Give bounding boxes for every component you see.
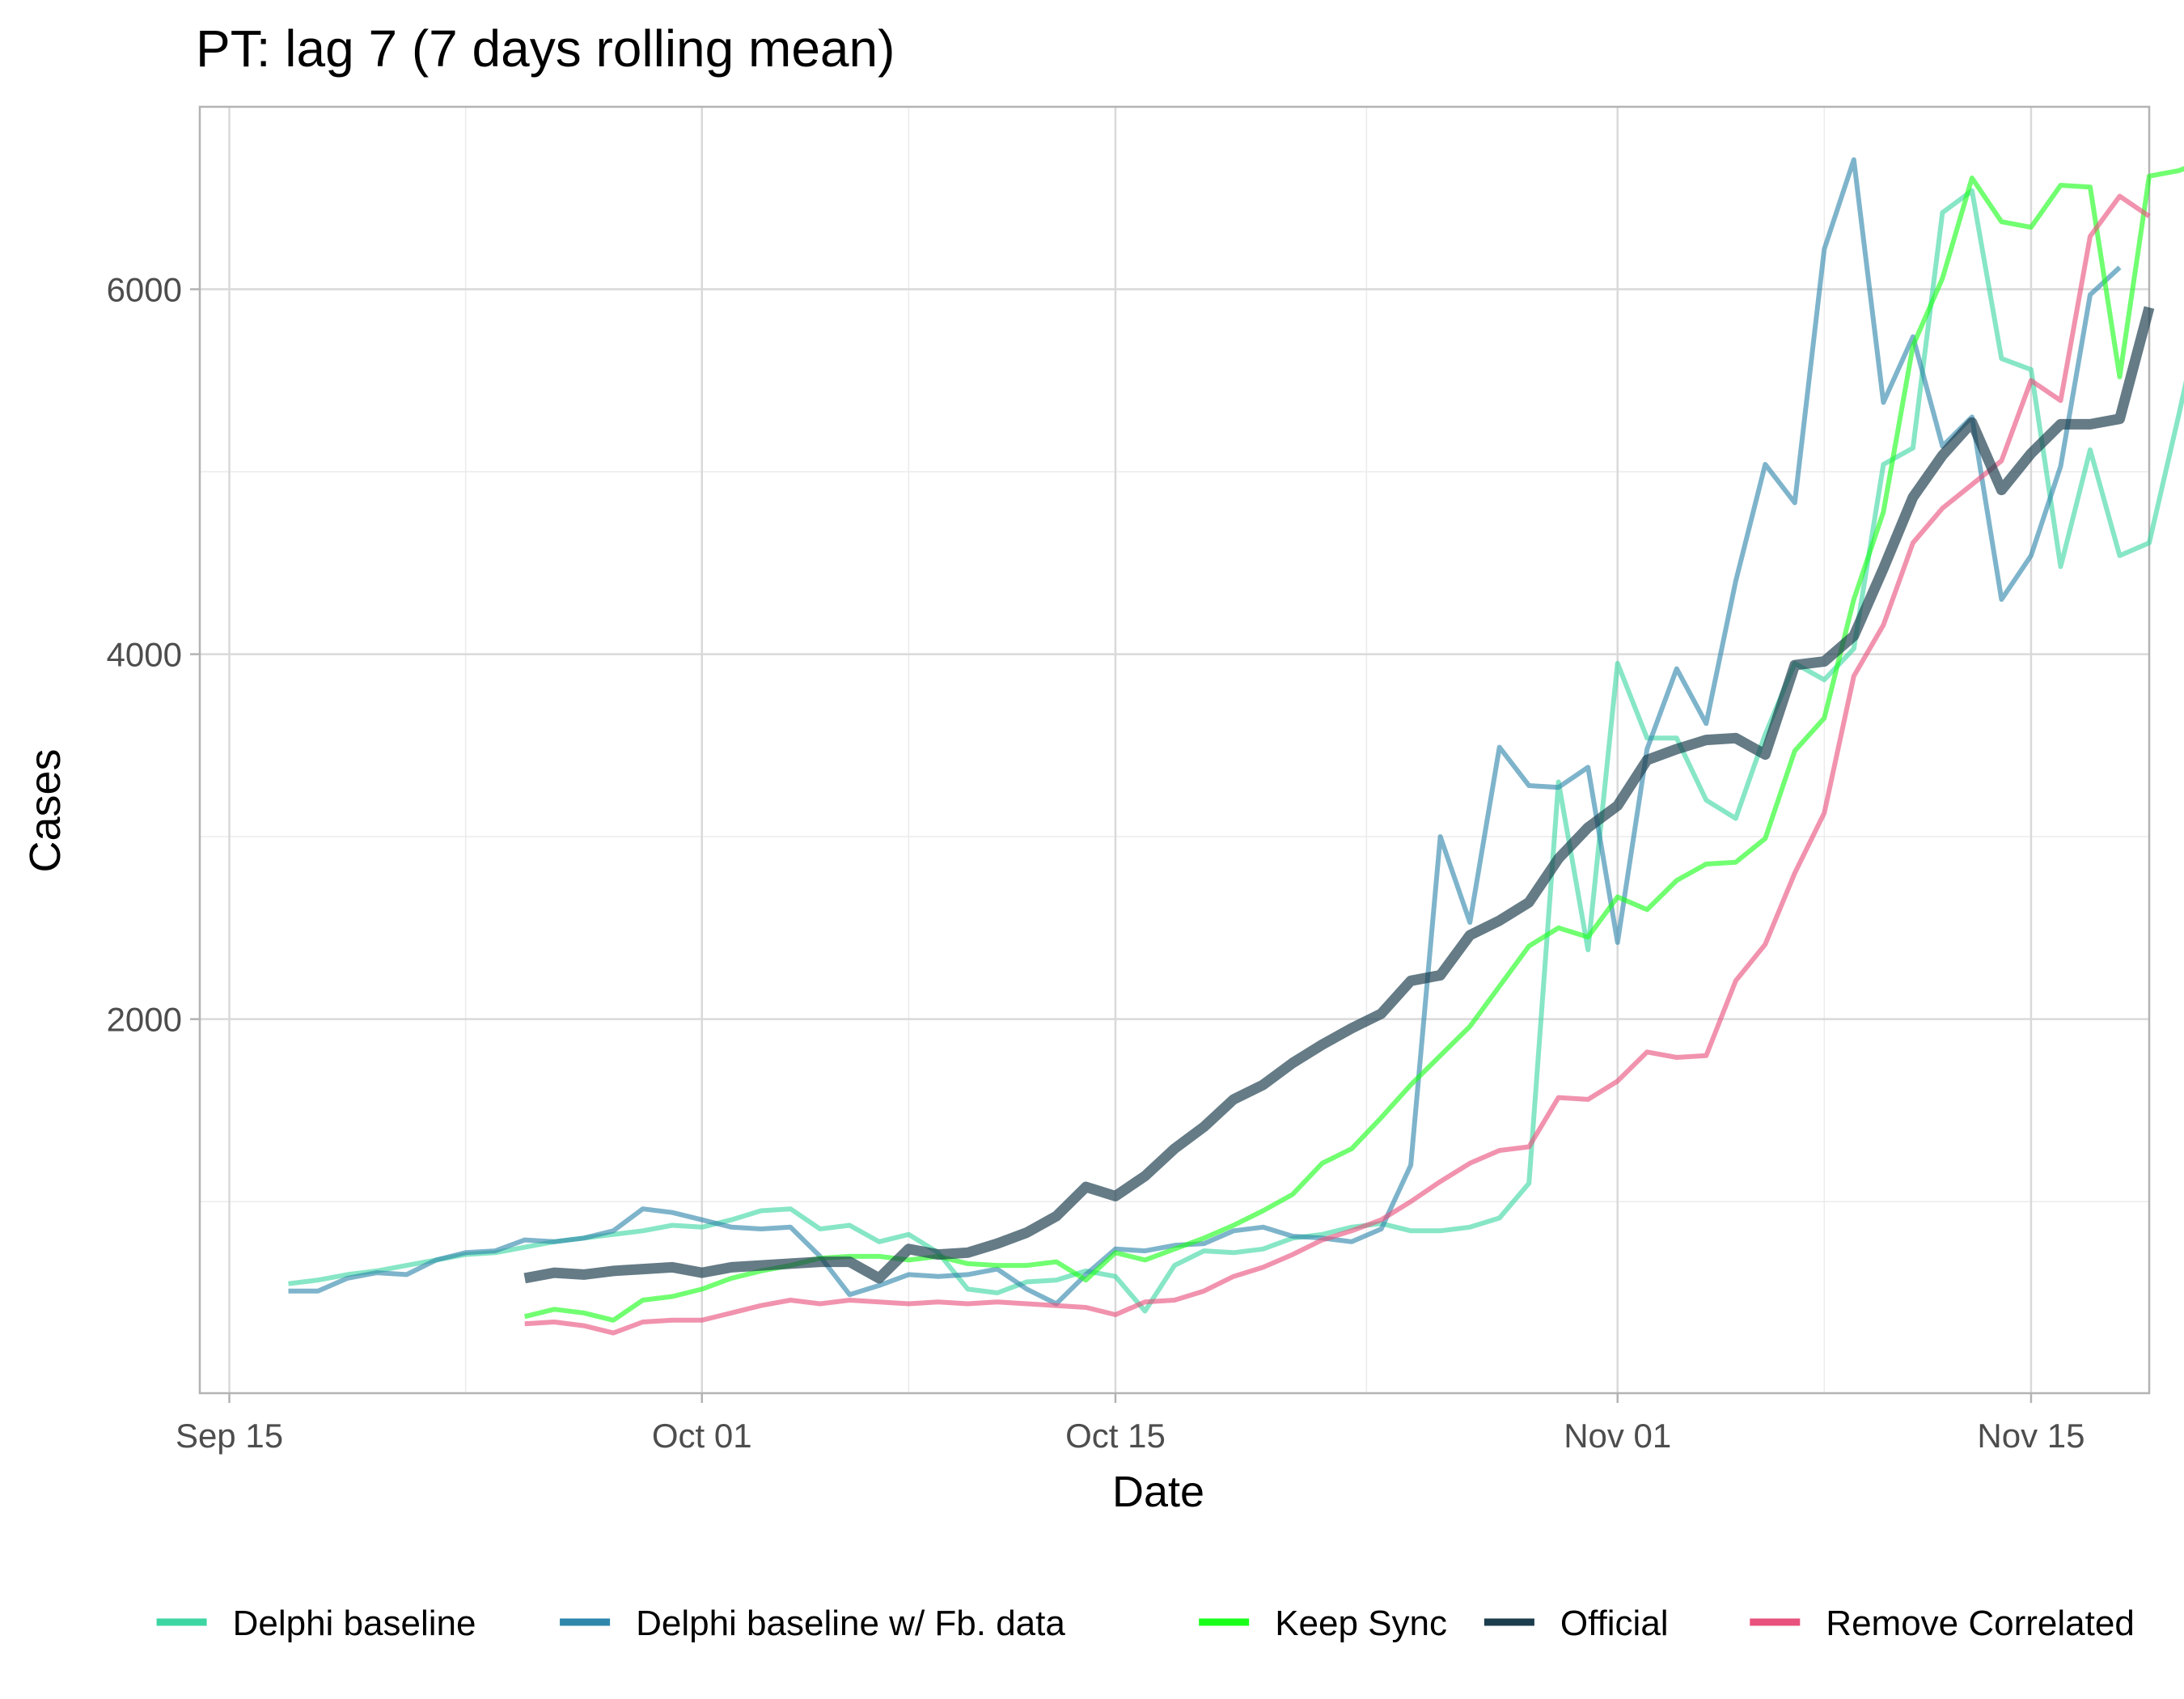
x-tick-label: Oct 15 — [1065, 1417, 1166, 1455]
major-gridlines — [200, 107, 2149, 1393]
y-axis: 2000 4000 6000 — [107, 271, 200, 1039]
legend-item: Keep Sync — [1199, 1604, 1447, 1643]
legend-label: Remove Correlated — [1826, 1604, 2135, 1643]
legend: Delphi baseline Delphi baseline w/ Fb. da… — [156, 1604, 2135, 1643]
legend-label: Delphi baseline — [233, 1604, 476, 1643]
series-line-delphi-baseline — [288, 188, 2184, 1314]
legend-item: Delphi baseline — [156, 1604, 476, 1643]
x-tick-label: Nov 15 — [1977, 1417, 2085, 1455]
legend-item: Delphi baseline w/ Fb. data — [560, 1604, 1065, 1643]
legend-item: Official — [1484, 1604, 1669, 1643]
x-tick-label: Nov 01 — [1564, 1417, 1671, 1455]
legend-label: Delphi baseline w/ Fb. data — [636, 1604, 1065, 1643]
legend-label: Keep Sync — [1275, 1604, 1447, 1643]
y-axis-title: Cases — [21, 748, 70, 872]
x-tick-label: Sep 15 — [176, 1417, 283, 1455]
x-tick-label: Oct 01 — [652, 1417, 752, 1455]
x-axis: Sep 15 Oct 01 Oct 15 Nov 01 Nov 15 — [176, 1393, 2085, 1455]
series-lines — [288, 157, 2184, 1336]
series-line-delphi-baseline-w-fb-data — [288, 157, 2122, 1307]
x-axis-title: Date — [1112, 1468, 1204, 1516]
series-line-keep-sync — [523, 166, 2184, 1323]
series-line-remove-correlated — [524, 193, 2151, 1336]
y-tick-label: 2000 — [107, 1001, 182, 1039]
minor-gridlines — [200, 107, 2149, 1393]
plot-panel-border — [198, 105, 2151, 1395]
legend-item: Remove Correlated — [1750, 1604, 2135, 1643]
chart-title: PT: lag 7 (7 days rolling mean) — [196, 19, 895, 78]
y-tick-label: 6000 — [107, 271, 182, 309]
legend-label: Official — [1560, 1604, 1669, 1643]
series-line-official — [523, 306, 2155, 1284]
y-tick-label: 4000 — [107, 636, 182, 674]
